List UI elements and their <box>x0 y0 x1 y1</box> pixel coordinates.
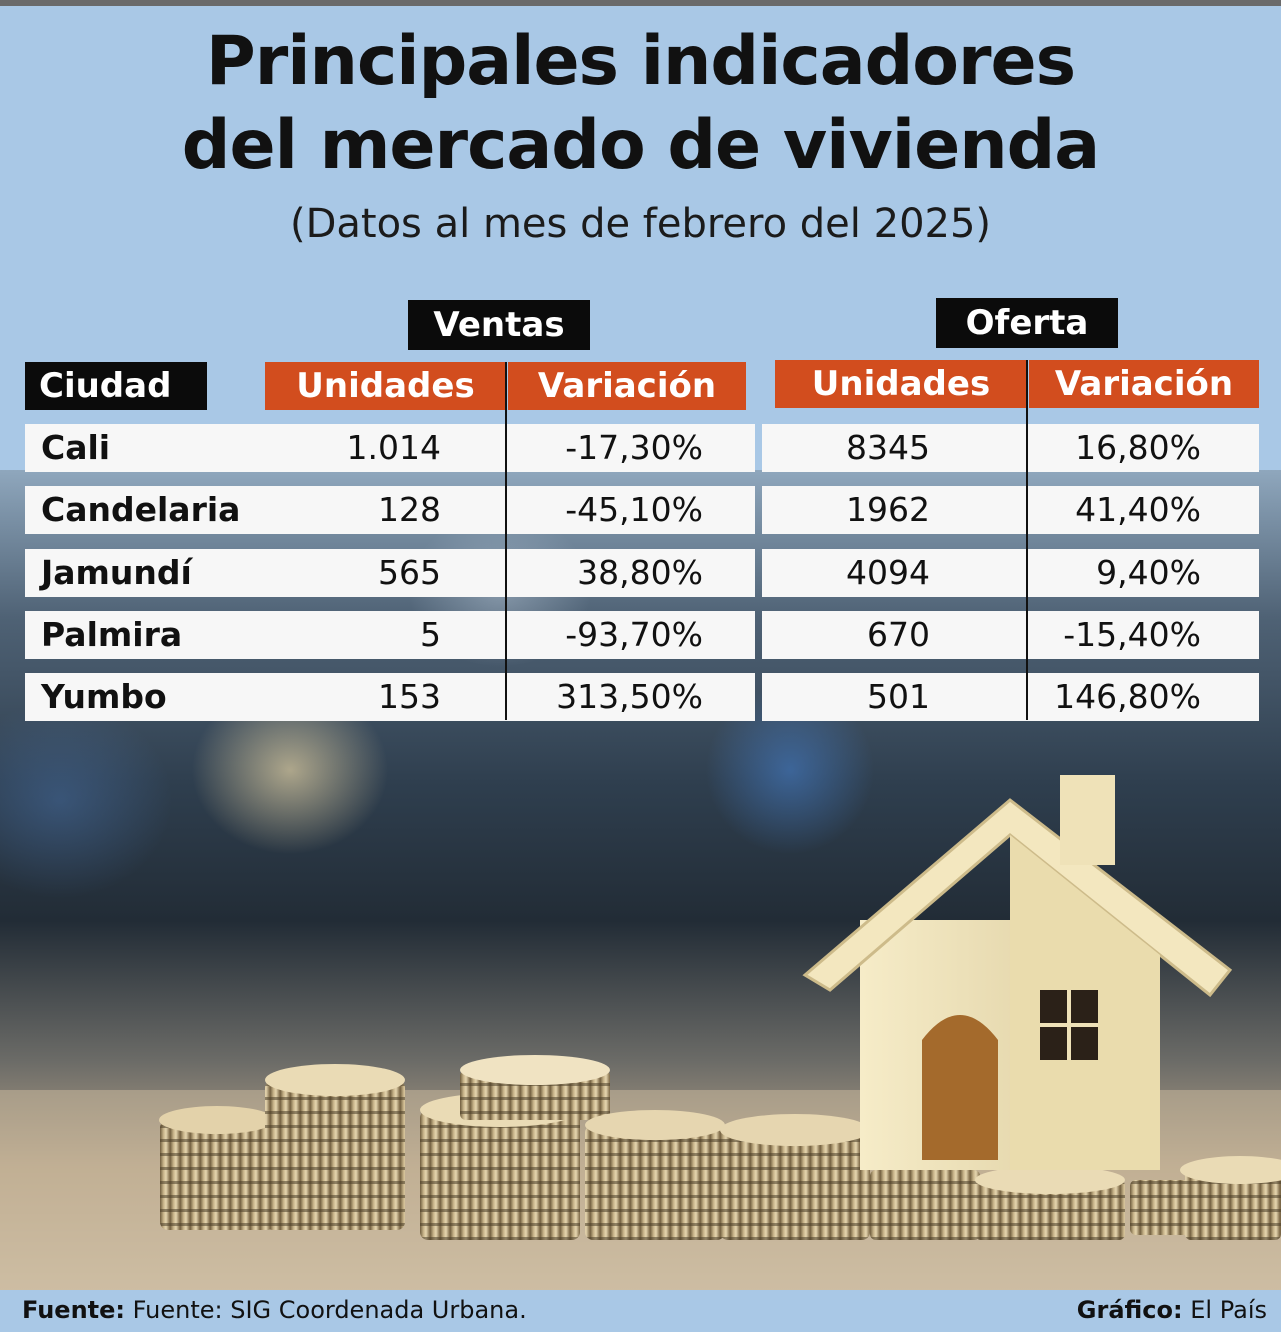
oferta-unidades-header: Unidades <box>775 360 1027 408</box>
oferta-variacion-header: Variación <box>1029 360 1259 408</box>
top-border <box>0 0 1281 6</box>
table-row: 501 146,80% <box>762 673 1259 721</box>
table-row: 8345 16,80% <box>762 424 1259 472</box>
house-coins-illustration <box>0 775 1281 1290</box>
page-subtitle: (Datos al mes de febrero del 2025) <box>289 201 992 247</box>
title-line-2: del mercado de vivienda <box>181 106 1100 185</box>
ventas-group-header: Ventas <box>408 300 590 350</box>
oferta-unidades: 670 <box>867 615 930 654</box>
table-row: 670 -15,40% <box>762 611 1259 659</box>
source-credit: Fuente: Fuente: SIG Coordenada Urbana. <box>22 1296 527 1324</box>
background-photo <box>0 470 1281 1290</box>
table-row: Palmira 5 -93,70% <box>25 611 755 659</box>
table-row: Jamundí 565 38,80% <box>25 549 755 597</box>
city-name: Cali <box>41 428 111 467</box>
oferta-variacion: 146,80% <box>1054 677 1201 716</box>
city-name: Palmira <box>41 615 183 654</box>
ventas-variacion: -17,30% <box>565 428 703 467</box>
oferta-group-header: Oferta <box>936 298 1118 348</box>
city-name: Candelaria <box>41 490 241 529</box>
title-line-1: Principales indicadores <box>205 22 1076 101</box>
oferta-variacion: -15,40% <box>1063 615 1201 654</box>
ventas-variacion: -93,70% <box>565 615 703 654</box>
table-row: Candelaria 128 -45,10% <box>25 486 755 534</box>
graphic-label: Gráfico: <box>1076 1296 1183 1324</box>
ventas-unidades: 5 <box>420 615 441 654</box>
source-label: Fuente: <box>22 1296 125 1324</box>
table-row: Yumbo 153 313,50% <box>25 673 755 721</box>
ventas-unidades: 565 <box>378 553 441 592</box>
graphic-text: El País <box>1190 1296 1267 1324</box>
ciudad-column-header: Ciudad <box>25 362 207 410</box>
ventas-variacion-header: Variación <box>508 362 746 410</box>
source-text: Fuente: SIG Coordenada Urbana. <box>132 1296 527 1324</box>
oferta-variacion: 9,40% <box>1096 553 1201 592</box>
coin-stacks <box>159 1055 1281 1240</box>
oferta-unidades: 4094 <box>846 553 930 592</box>
oferta-unidades: 8345 <box>846 428 930 467</box>
ventas-variacion: 38,80% <box>577 553 703 592</box>
page-title: Principales indicadores del mercado de v… <box>0 20 1281 188</box>
ventas-column-divider <box>505 362 507 720</box>
ventas-variacion: 313,50% <box>556 677 703 716</box>
ventas-unidades: 1.014 <box>346 428 441 467</box>
oferta-column-divider <box>1026 360 1028 720</box>
footer: Fuente: Fuente: SIG Coordenada Urbana. G… <box>0 1290 1281 1332</box>
ventas-unidades: 153 <box>378 677 441 716</box>
ventas-unidades-header: Unidades <box>265 362 506 410</box>
house-model <box>802 775 1233 1170</box>
ventas-unidades: 128 <box>378 490 441 529</box>
oferta-unidades: 501 <box>867 677 930 716</box>
city-name: Yumbo <box>41 677 167 716</box>
oferta-variacion: 16,80% <box>1075 428 1201 467</box>
oferta-variacion: 41,40% <box>1075 490 1201 529</box>
city-name: Jamundí <box>41 553 192 592</box>
table-row: 4094 9,40% <box>762 549 1259 597</box>
table-row: Cali 1.014 -17,30% <box>25 424 755 472</box>
table-row: 1962 41,40% <box>762 486 1259 534</box>
graphic-credit: Gráfico: El País <box>1077 1296 1267 1324</box>
ventas-variacion: -45,10% <box>565 490 703 529</box>
oferta-unidades: 1962 <box>846 490 930 529</box>
